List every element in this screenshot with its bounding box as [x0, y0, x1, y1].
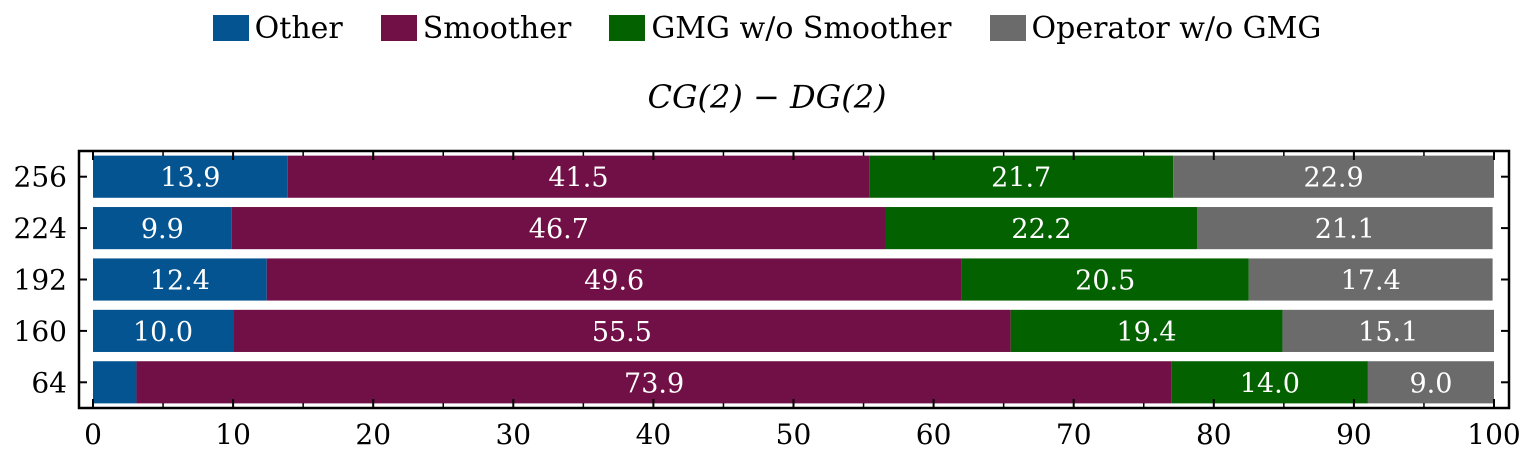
legend-item: Operator w/o GMG [989, 10, 1322, 46]
x-tick-label: 0 [84, 418, 102, 451]
bar-segment [1367, 361, 1494, 404]
bar-segment [93, 361, 137, 404]
y-tick-label: 192 [14, 264, 67, 297]
x-tick-label: 30 [495, 418, 531, 451]
bar-value-label: 55.5 [592, 317, 652, 348]
bar-segment [266, 258, 962, 301]
bar-segment [1282, 309, 1494, 352]
bar-segment [93, 309, 234, 352]
legend-item: Other [212, 10, 343, 46]
bar-segment [93, 258, 267, 301]
x-tick-label: 70 [1056, 418, 1092, 451]
legend-item: Smoother [380, 10, 572, 46]
bar-value-label: 9.0 [1409, 368, 1452, 399]
bar-value-label: 22.2 [1011, 214, 1071, 245]
legend-label: Operator w/o GMG [1031, 10, 1322, 46]
y-tick-label: 160 [14, 315, 67, 348]
legend-swatch [212, 15, 249, 41]
bar-segment [93, 207, 232, 250]
chart-title: CG(2) − DG(2) [647, 78, 887, 116]
legend: Other Smoother GMG w/o Smoother Operator w/… [0, 8, 1534, 48]
bar-value-label: 9.9 [141, 214, 184, 245]
bar-value-label: 13.9 [160, 163, 220, 194]
legend-label: Smoother [422, 10, 572, 46]
bar-value-label: 14.0 [1240, 368, 1300, 399]
legend-swatch [989, 15, 1026, 41]
bar-segment [287, 155, 870, 198]
bar-value-label: 49.6 [584, 266, 644, 297]
bar-value-label: 73.9 [624, 368, 684, 399]
bar-segment [869, 155, 1174, 198]
x-tick-label: 10 [215, 418, 251, 451]
x-tick-label: 60 [916, 418, 952, 451]
bar-value-label: 10.0 [133, 317, 193, 348]
bar-segment [1171, 361, 1368, 404]
bar-segment [961, 258, 1249, 301]
y-tick-label: 224 [14, 212, 67, 245]
x-tick-label: 100 [1467, 418, 1520, 451]
bar-value-label: 21.7 [991, 163, 1051, 194]
y-tick-label: 256 [14, 161, 67, 194]
bar-value-label: 12.4 [150, 266, 210, 297]
legend-label: Other [254, 10, 343, 46]
bar-value-label: 20.5 [1075, 266, 1135, 297]
bar-segment [1196, 207, 1493, 250]
bar-segment [93, 155, 288, 198]
x-tick-label: 40 [636, 418, 672, 451]
bar-value-label: 21.1 [1315, 214, 1375, 245]
bar-segment [1010, 309, 1283, 352]
bar-value-label: 46.7 [529, 214, 589, 245]
bar-value-label: 15.1 [1358, 317, 1418, 348]
bar-segment [1173, 155, 1494, 198]
bar-value-label: 17.4 [1341, 266, 1401, 297]
bar-segment [231, 207, 886, 250]
x-tick-label: 80 [1196, 418, 1232, 451]
bar-value-label: 22.9 [1304, 163, 1364, 194]
bar-value-label: 19.4 [1116, 317, 1176, 348]
legend-item: GMG w/o Smoother [609, 10, 952, 46]
x-tick-label: 50 [776, 418, 812, 451]
x-tick-label: 20 [355, 418, 391, 451]
bar-segment [1248, 258, 1493, 301]
x-tick-label: 90 [1336, 418, 1372, 451]
bar-segment [233, 309, 1011, 352]
bar-value-label: 41.5 [548, 163, 608, 194]
bar-segment [136, 361, 1172, 404]
y-tick-label: 64 [31, 366, 67, 399]
plot-frame [77, 149, 1511, 410]
bar-segment [885, 207, 1197, 250]
legend-label: GMG w/o Smoother [651, 10, 952, 46]
legend-swatch [609, 15, 646, 41]
legend-swatch [380, 15, 417, 41]
